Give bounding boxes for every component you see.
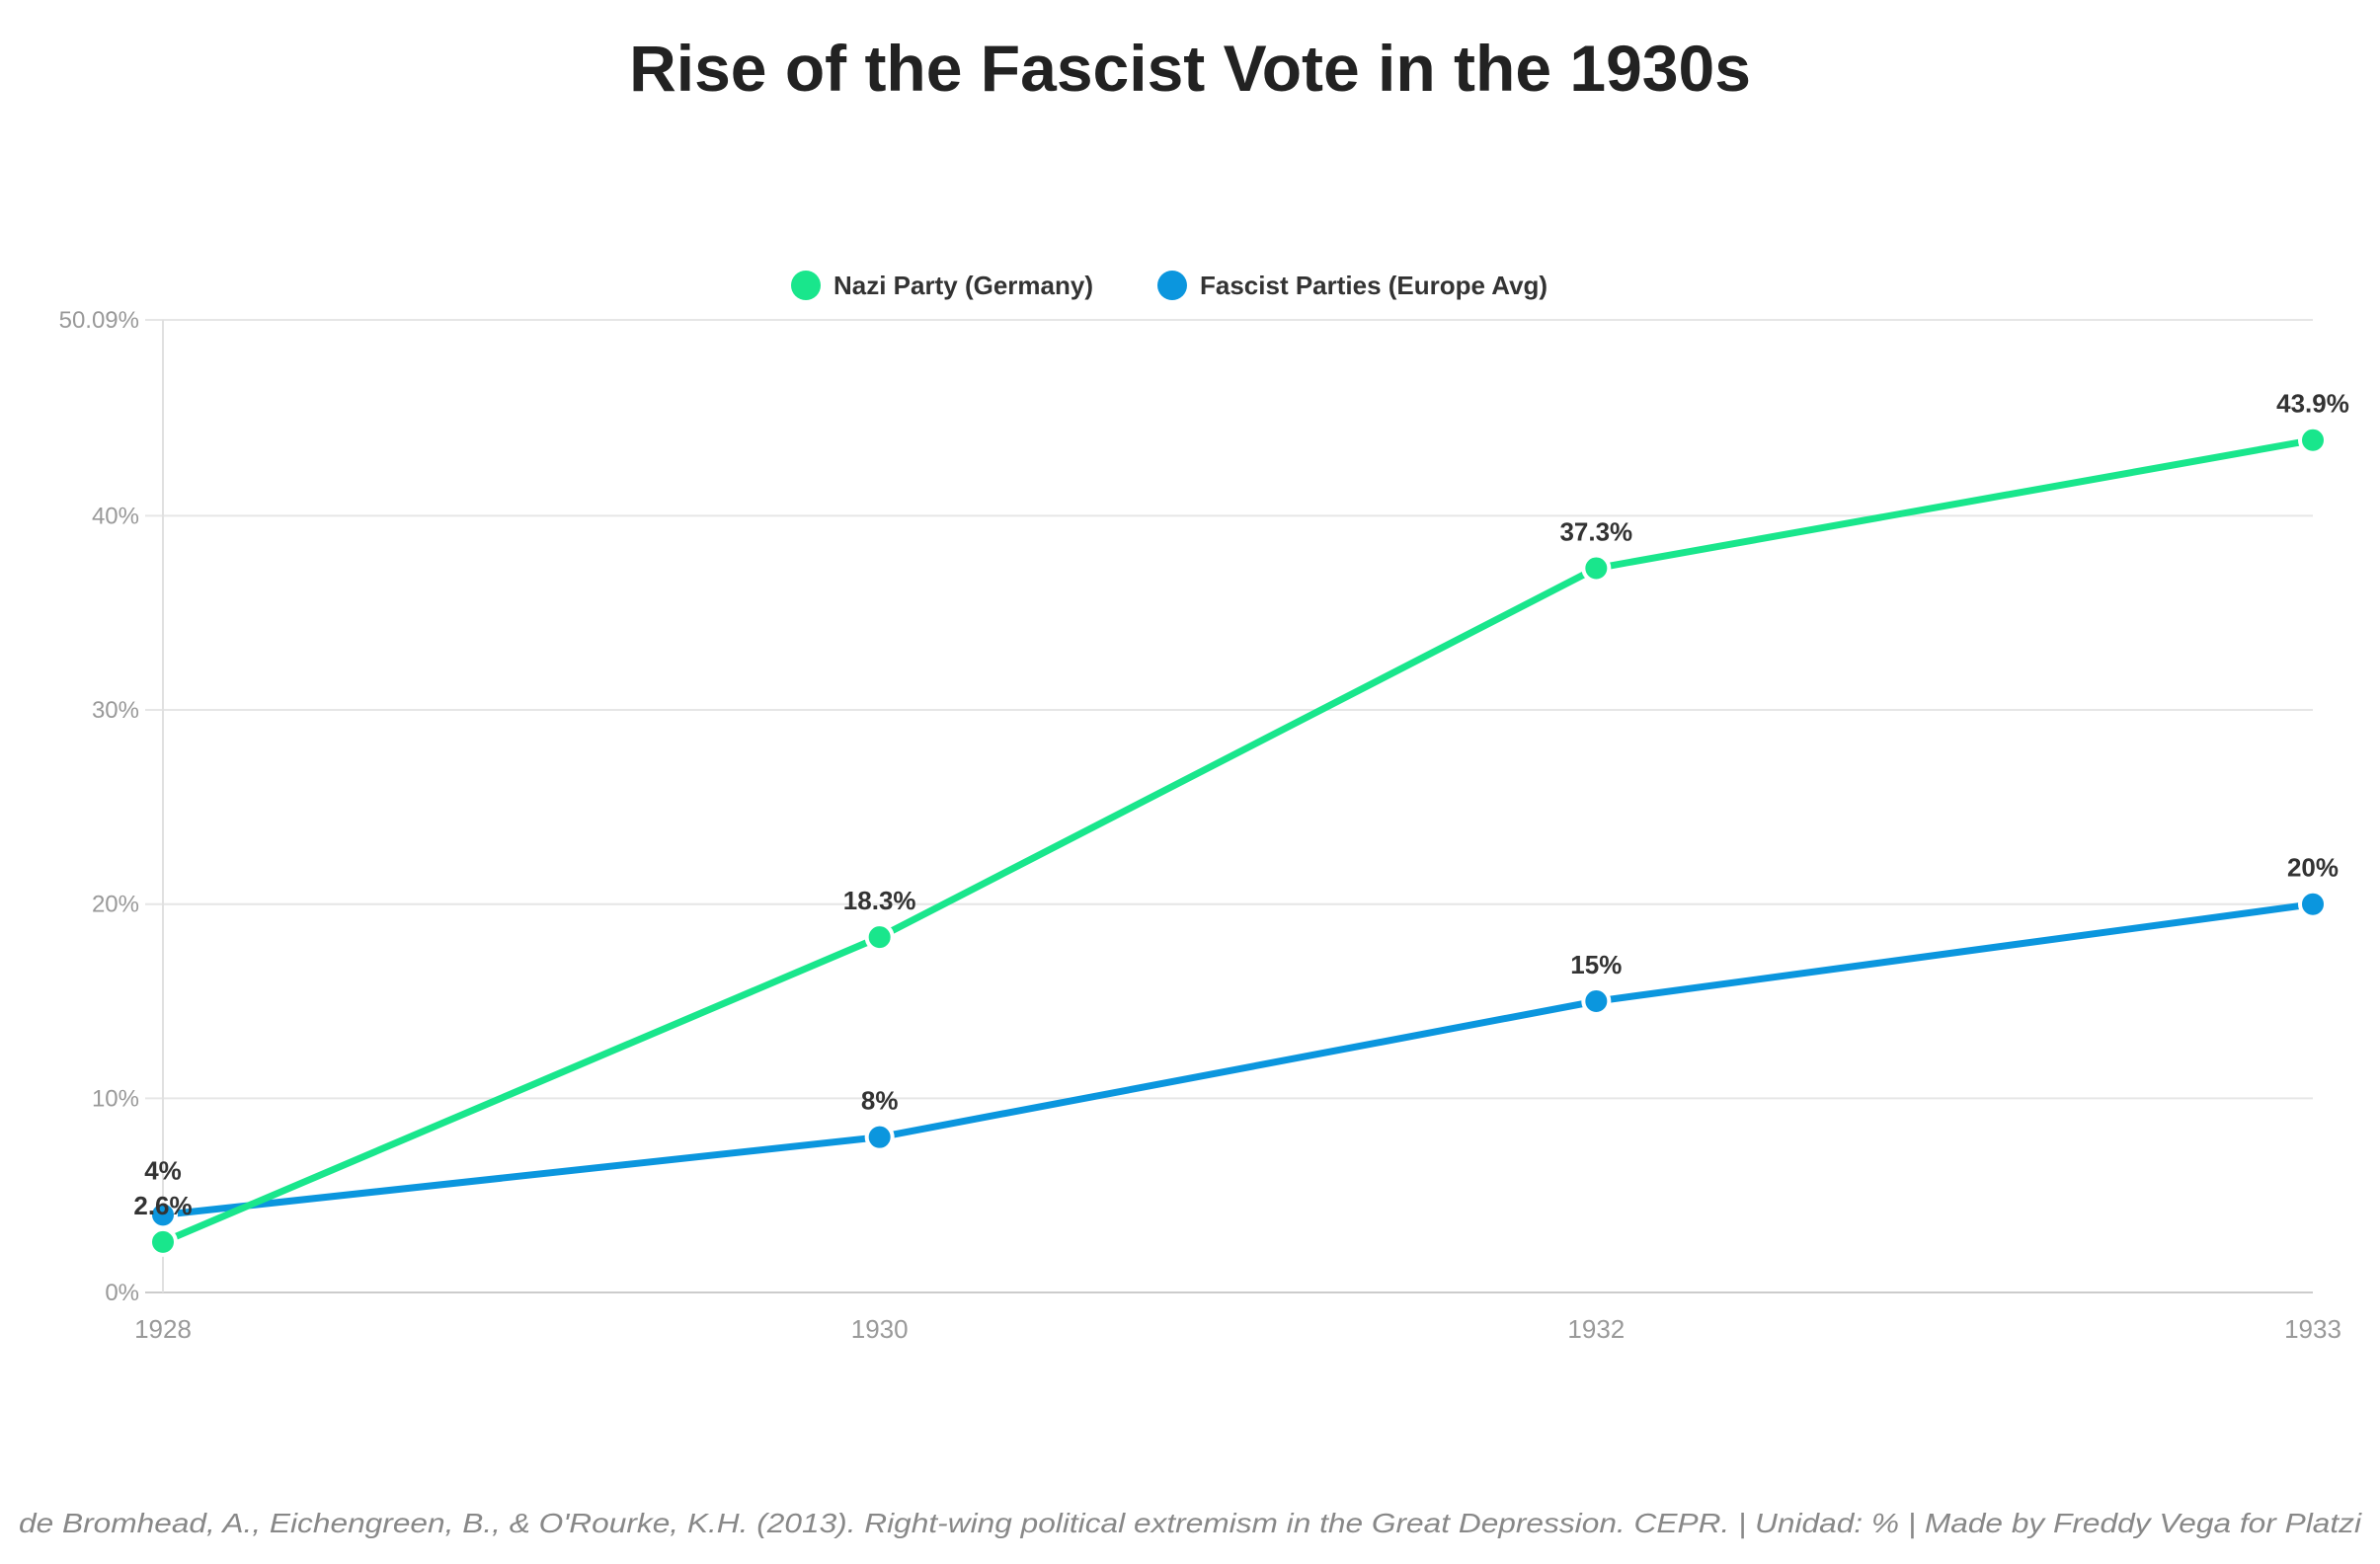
data-point[interactable]	[148, 1226, 178, 1257]
data-label: 8%	[861, 1086, 899, 1116]
legend-label: Nazi Party (Germany)	[833, 271, 1093, 300]
series-1	[148, 889, 2328, 1230]
data-label: 20%	[2287, 853, 2339, 883]
y-tick-label: 40%	[92, 503, 139, 529]
series-line	[161, 436, 2314, 1246]
data-point[interactable]	[864, 922, 895, 953]
x-tick-label: 1928	[134, 1314, 192, 1344]
y-tick-label: 20%	[92, 892, 139, 918]
y-tick-label: 0%	[105, 1280, 139, 1306]
legend-marker-icon	[791, 271, 821, 300]
grid: 0% 10% 20% 30% 40% 50.09%	[59, 307, 2313, 1306]
data-label: 43.9%	[2276, 389, 2349, 419]
y-tick-label: 50.09%	[59, 307, 139, 334]
data-label: 15%	[1570, 950, 1622, 979]
series-group: 4% 8% 15% 20% 2.6% 18.3% 37.3% 43.9%	[133, 389, 2349, 1257]
chart-title: Rise of the Fascist Vote in the 1930s	[629, 32, 1751, 105]
x-tick-label: 1932	[1567, 1314, 1625, 1344]
y-tick-label: 10%	[92, 1085, 139, 1112]
data-label: 2.6%	[133, 1191, 192, 1220]
x-tick-label: 1933	[2284, 1314, 2341, 1344]
series-line	[162, 900, 2314, 1218]
data-point[interactable]	[864, 1122, 895, 1152]
source-footer: de Bromhead, A., Eichengreen, B., & O'Ro…	[19, 1508, 2362, 1538]
data-label: 4%	[144, 1155, 182, 1185]
legend: Nazi Party (Germany) Fascist Parties (Eur…	[791, 271, 1547, 300]
data-point[interactable]	[1581, 986, 1612, 1017]
data-label: 18.3%	[843, 886, 916, 915]
x-axis: 1928 1930 1932 1933	[134, 1314, 2341, 1344]
series-0	[148, 425, 2328, 1257]
data-point[interactable]	[1581, 553, 1612, 584]
data-point[interactable]	[2298, 425, 2328, 455]
data-label: 37.3%	[1559, 517, 1632, 547]
data-point[interactable]	[2298, 889, 2328, 919]
x-tick-label: 1930	[851, 1314, 909, 1344]
legend-item[interactable]: Nazi Party (Germany)	[791, 271, 1093, 300]
legend-marker-icon	[1157, 271, 1187, 300]
y-tick-label: 30%	[92, 697, 139, 724]
legend-label: Fascist Parties (Europe Avg)	[1200, 271, 1547, 300]
legend-item[interactable]: Fascist Parties (Europe Avg)	[1157, 271, 1547, 300]
